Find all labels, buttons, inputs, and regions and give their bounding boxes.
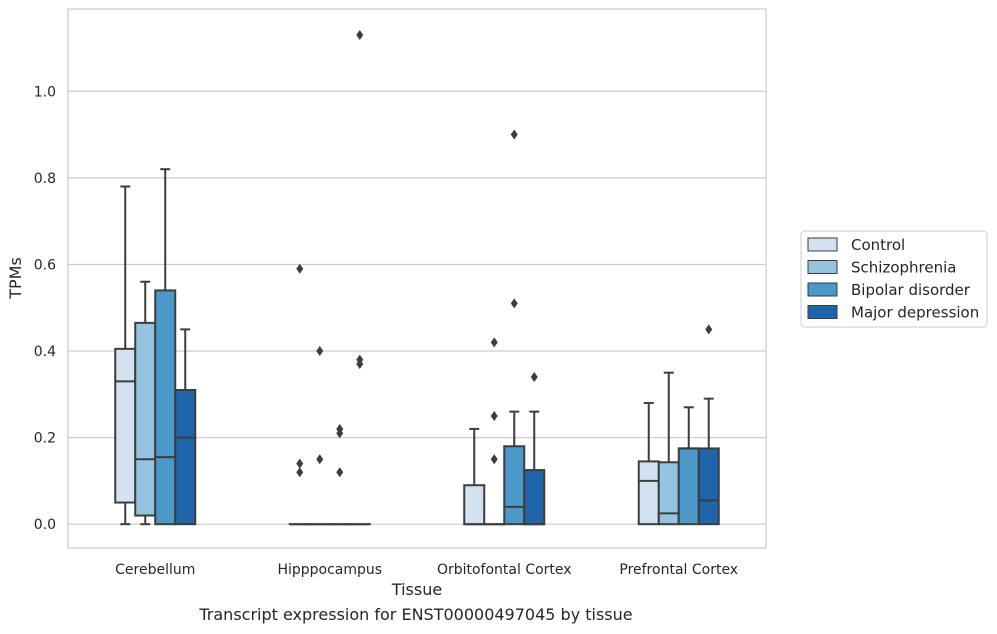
box-control xyxy=(288,263,311,526)
y-axis-ticks: 0.0 0.2 0.4 0.6 0.8 1.0 xyxy=(34,84,56,533)
box-schizophrenia xyxy=(483,337,506,526)
outlier-point xyxy=(510,129,518,140)
box-major-depression xyxy=(523,371,546,526)
outlier-point xyxy=(336,428,344,439)
box-iqr xyxy=(463,484,486,526)
outlier-point xyxy=(356,29,364,40)
outlier-point xyxy=(530,371,538,382)
box-iqr xyxy=(523,469,546,526)
outlier-point xyxy=(490,410,498,421)
legend: Control Schizophrenia Bipolar disorder Majo… xyxy=(800,230,988,328)
outlier-point xyxy=(316,346,324,357)
legend-label: Control xyxy=(851,236,905,254)
y-tick-label: 0.2 xyxy=(34,431,56,447)
box-control xyxy=(637,401,660,526)
y-tick-label: 0.4 xyxy=(34,344,56,360)
x-tick-label: Orbitofontal Cortex xyxy=(437,562,572,578)
y-tick-label: 0.0 xyxy=(34,517,56,533)
box-schizophrenia xyxy=(134,280,157,526)
x-tick-label: Hipppocampus xyxy=(277,562,382,578)
box-major-depression xyxy=(348,29,371,526)
legend-frame xyxy=(800,230,988,328)
box-iqr xyxy=(697,447,720,526)
outlier-point xyxy=(705,324,713,335)
legend-swatch xyxy=(807,282,838,297)
legend-label: Bipolar disorder xyxy=(851,281,971,299)
box-groups xyxy=(114,29,720,526)
box-iqr xyxy=(114,347,137,504)
y-tick-label: 0.6 xyxy=(34,257,56,273)
legend-label: Major depression xyxy=(851,304,979,322)
x-axis-label: Tissue xyxy=(391,580,442,599)
x-axis-ticks: Cerebellum Hipppocampus Orbitofontal Corte… xyxy=(115,562,738,578)
box-iqr xyxy=(134,321,157,517)
outlier-point xyxy=(296,458,304,469)
legend-swatch xyxy=(807,237,838,252)
box-major-depression xyxy=(697,324,720,526)
y-axis-label: TPMs xyxy=(6,257,25,300)
outlier-point xyxy=(356,359,364,370)
box-iqr xyxy=(174,388,197,526)
legend-swatch xyxy=(807,305,838,319)
outlier-point xyxy=(316,454,324,465)
x-tick-label: Cerebellum xyxy=(115,562,195,578)
legend-swatch xyxy=(807,260,838,274)
box-iqr xyxy=(657,461,680,526)
box-iqr xyxy=(637,460,660,526)
outlier-point xyxy=(296,263,304,274)
box-iqr xyxy=(503,445,526,526)
box-control xyxy=(463,427,486,526)
box-iqr xyxy=(154,289,177,526)
y-tick-label: 1.0 xyxy=(34,84,56,100)
outlier-point xyxy=(336,467,344,478)
outlier-point xyxy=(510,298,518,309)
box-major-depression xyxy=(174,328,197,526)
legend-label: Schizophrenia xyxy=(851,259,956,277)
chart-caption: Transcript expression for ENST0000049704… xyxy=(199,605,633,624)
outlier-point xyxy=(490,454,498,465)
y-tick-label: 0.8 xyxy=(34,171,56,187)
outlier-point xyxy=(296,467,304,478)
x-tick-label: Prefrontal Cortex xyxy=(619,562,738,578)
outlier-point xyxy=(490,337,498,348)
box-iqr xyxy=(677,447,700,526)
